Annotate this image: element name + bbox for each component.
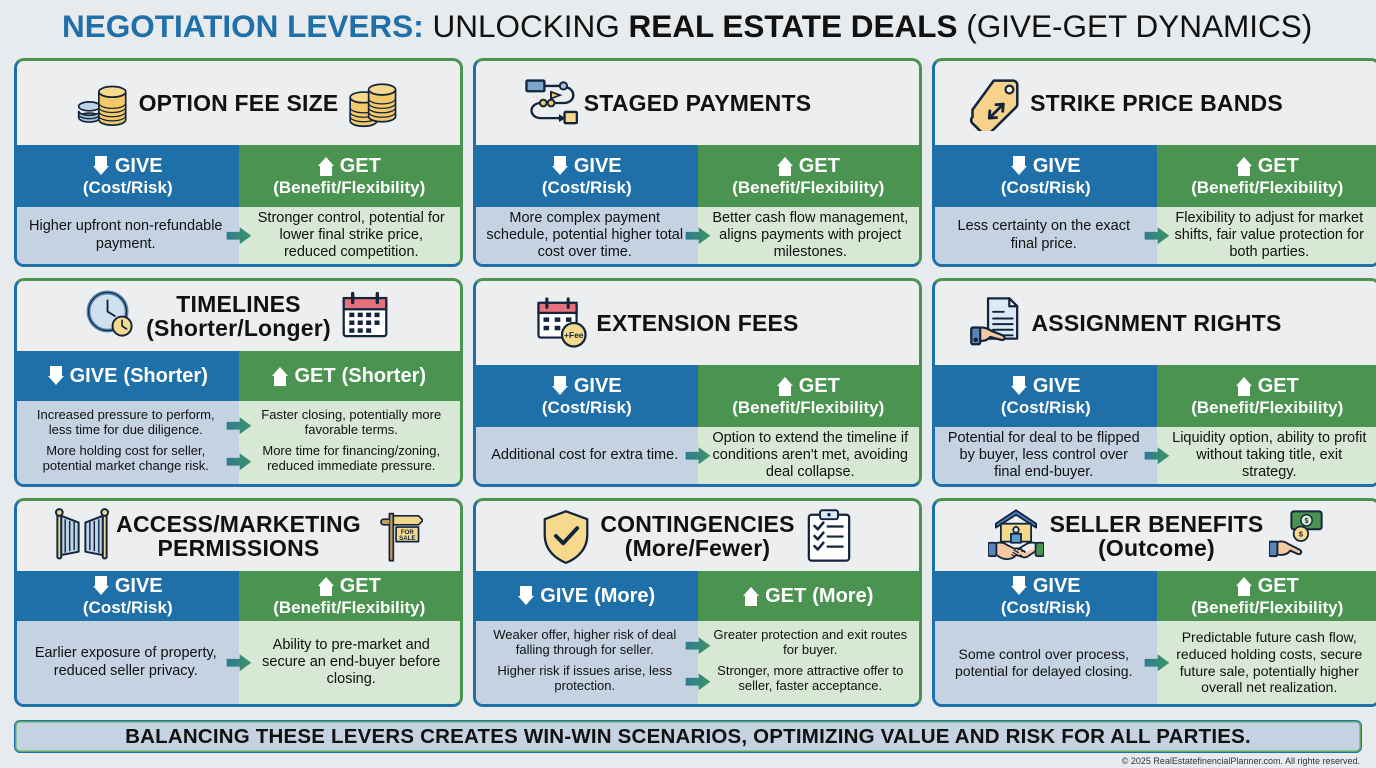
svg-text:$: $ [1305, 516, 1309, 525]
svg-text:SALE: SALE [399, 535, 415, 542]
svg-text:+Fee: +Fee [565, 330, 585, 340]
svg-text:$: $ [1299, 530, 1303, 539]
